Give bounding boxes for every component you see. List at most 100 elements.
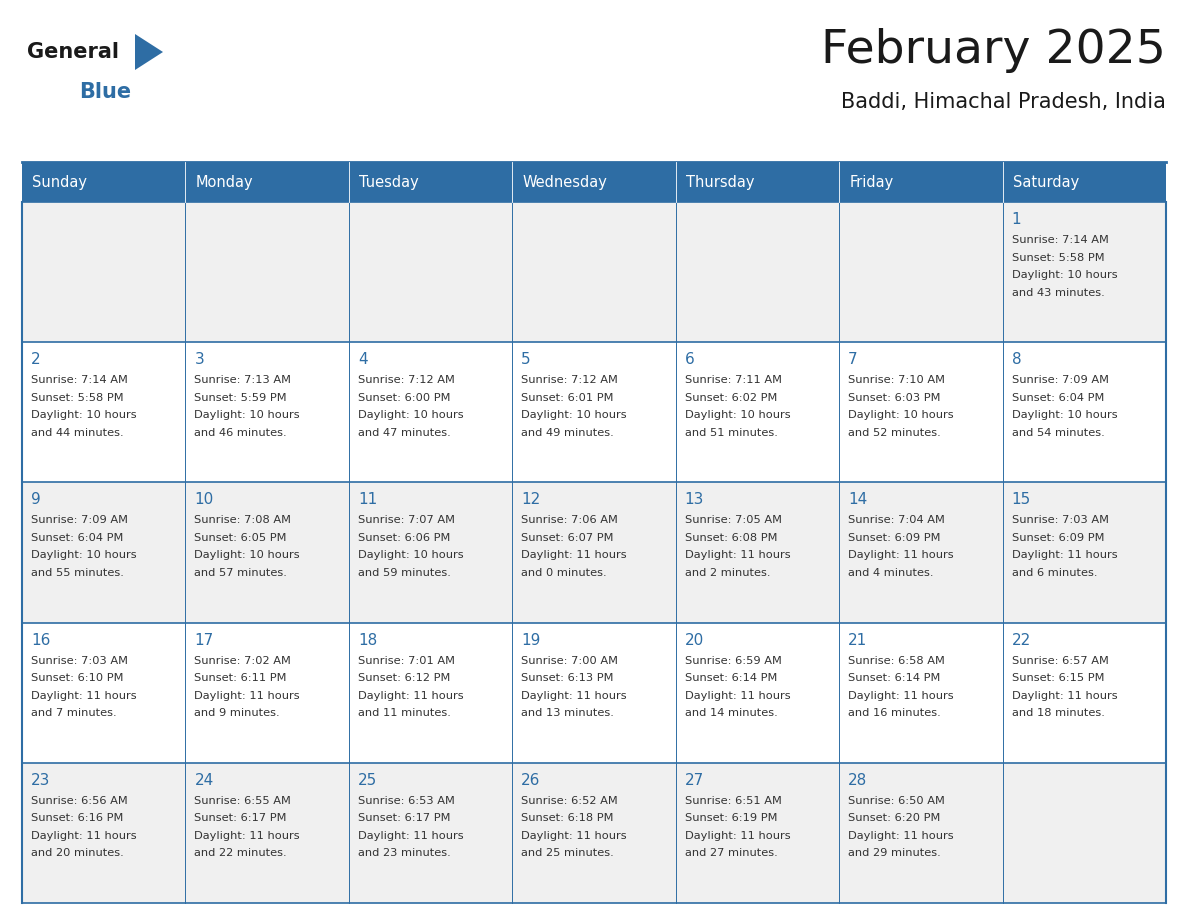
Text: 9: 9 — [31, 492, 40, 508]
Text: Sunset: 5:58 PM: Sunset: 5:58 PM — [31, 393, 124, 403]
Text: Sunday: Sunday — [32, 174, 87, 189]
Text: Daylight: 11 hours: Daylight: 11 hours — [522, 831, 627, 841]
Text: Daylight: 11 hours: Daylight: 11 hours — [522, 551, 627, 560]
Text: Sunrise: 6:56 AM: Sunrise: 6:56 AM — [31, 796, 128, 806]
Text: and 51 minutes.: and 51 minutes. — [684, 428, 778, 438]
Text: and 6 minutes.: and 6 minutes. — [1011, 568, 1097, 578]
Text: Sunrise: 7:12 AM: Sunrise: 7:12 AM — [358, 375, 455, 386]
Text: Sunset: 6:17 PM: Sunset: 6:17 PM — [358, 813, 450, 823]
Text: 14: 14 — [848, 492, 867, 508]
Text: Friday: Friday — [849, 174, 893, 189]
Text: and 52 minutes.: and 52 minutes. — [848, 428, 941, 438]
Text: Daylight: 10 hours: Daylight: 10 hours — [195, 410, 301, 420]
Text: Sunset: 6:07 PM: Sunset: 6:07 PM — [522, 533, 614, 543]
Text: Daylight: 10 hours: Daylight: 10 hours — [1011, 410, 1117, 420]
Bar — [23, 622, 1165, 763]
Text: Daylight: 11 hours: Daylight: 11 hours — [195, 831, 301, 841]
Text: Sunrise: 6:53 AM: Sunrise: 6:53 AM — [358, 796, 455, 806]
Text: Sunset: 6:12 PM: Sunset: 6:12 PM — [358, 673, 450, 683]
Text: Sunset: 6:18 PM: Sunset: 6:18 PM — [522, 813, 614, 823]
Text: and 29 minutes.: and 29 minutes. — [848, 848, 941, 858]
Text: Sunset: 6:08 PM: Sunset: 6:08 PM — [684, 533, 777, 543]
Text: 10: 10 — [195, 492, 214, 508]
Text: Sunset: 6:09 PM: Sunset: 6:09 PM — [848, 533, 941, 543]
Text: 26: 26 — [522, 773, 541, 788]
Text: Daylight: 11 hours: Daylight: 11 hours — [31, 831, 137, 841]
Text: 27: 27 — [684, 773, 704, 788]
Text: Daylight: 11 hours: Daylight: 11 hours — [684, 551, 790, 560]
Bar — [839, 162, 1003, 202]
Text: Sunset: 6:04 PM: Sunset: 6:04 PM — [31, 533, 124, 543]
Text: Daylight: 11 hours: Daylight: 11 hours — [358, 690, 463, 700]
Text: Daylight: 11 hours: Daylight: 11 hours — [358, 831, 463, 841]
Text: Daylight: 10 hours: Daylight: 10 hours — [522, 410, 627, 420]
Text: Sunset: 6:15 PM: Sunset: 6:15 PM — [1011, 673, 1104, 683]
Text: 13: 13 — [684, 492, 704, 508]
Text: and 2 minutes.: and 2 minutes. — [684, 568, 770, 578]
Text: 22: 22 — [1011, 633, 1031, 647]
Text: and 9 minutes.: and 9 minutes. — [195, 708, 280, 718]
Text: Sunrise: 7:10 AM: Sunrise: 7:10 AM — [848, 375, 946, 386]
Text: Sunset: 6:19 PM: Sunset: 6:19 PM — [684, 813, 777, 823]
Text: Sunrise: 7:14 AM: Sunrise: 7:14 AM — [1011, 235, 1108, 245]
Bar — [23, 162, 185, 202]
Text: and 25 minutes.: and 25 minutes. — [522, 848, 614, 858]
Text: Daylight: 10 hours: Daylight: 10 hours — [31, 551, 137, 560]
Text: Baddi, Himachal Pradesh, India: Baddi, Himachal Pradesh, India — [841, 92, 1165, 112]
Text: and 13 minutes.: and 13 minutes. — [522, 708, 614, 718]
Text: and 18 minutes.: and 18 minutes. — [1011, 708, 1105, 718]
Text: Daylight: 10 hours: Daylight: 10 hours — [31, 410, 137, 420]
Text: Sunrise: 6:59 AM: Sunrise: 6:59 AM — [684, 655, 782, 666]
Text: 11: 11 — [358, 492, 377, 508]
Text: Daylight: 10 hours: Daylight: 10 hours — [848, 410, 954, 420]
Text: 21: 21 — [848, 633, 867, 647]
Text: Thursday: Thursday — [685, 174, 754, 189]
Text: and 23 minutes.: and 23 minutes. — [358, 848, 450, 858]
Text: Sunset: 6:20 PM: Sunset: 6:20 PM — [848, 813, 941, 823]
Text: Sunrise: 7:09 AM: Sunrise: 7:09 AM — [1011, 375, 1108, 386]
Text: Sunrise: 7:03 AM: Sunrise: 7:03 AM — [31, 655, 128, 666]
Text: Sunrise: 7:01 AM: Sunrise: 7:01 AM — [358, 655, 455, 666]
Text: 4: 4 — [358, 353, 367, 367]
Bar — [185, 162, 349, 202]
Text: 16: 16 — [31, 633, 50, 647]
Text: 5: 5 — [522, 353, 531, 367]
Text: 24: 24 — [195, 773, 214, 788]
Text: Sunrise: 6:55 AM: Sunrise: 6:55 AM — [195, 796, 291, 806]
Text: Daylight: 11 hours: Daylight: 11 hours — [1011, 551, 1117, 560]
Text: and 57 minutes.: and 57 minutes. — [195, 568, 287, 578]
Text: Sunset: 6:09 PM: Sunset: 6:09 PM — [1011, 533, 1104, 543]
Text: 7: 7 — [848, 353, 858, 367]
Text: 25: 25 — [358, 773, 377, 788]
Text: Sunrise: 6:50 AM: Sunrise: 6:50 AM — [848, 796, 944, 806]
Text: Daylight: 11 hours: Daylight: 11 hours — [684, 831, 790, 841]
Text: Sunrise: 7:00 AM: Sunrise: 7:00 AM — [522, 655, 618, 666]
Text: 3: 3 — [195, 353, 204, 367]
Bar — [23, 342, 1165, 482]
Text: Sunrise: 7:14 AM: Sunrise: 7:14 AM — [31, 375, 128, 386]
Text: and 4 minutes.: and 4 minutes. — [848, 568, 934, 578]
Text: Sunrise: 7:12 AM: Sunrise: 7:12 AM — [522, 375, 618, 386]
Text: and 54 minutes.: and 54 minutes. — [1011, 428, 1105, 438]
Text: Sunset: 6:10 PM: Sunset: 6:10 PM — [31, 673, 124, 683]
Text: and 44 minutes.: and 44 minutes. — [31, 428, 124, 438]
Text: 20: 20 — [684, 633, 704, 647]
Text: Sunset: 6:00 PM: Sunset: 6:00 PM — [358, 393, 450, 403]
Text: and 47 minutes.: and 47 minutes. — [358, 428, 450, 438]
Text: Monday: Monday — [196, 174, 253, 189]
Text: Sunset: 6:04 PM: Sunset: 6:04 PM — [1011, 393, 1104, 403]
Text: Sunrise: 7:07 AM: Sunrise: 7:07 AM — [358, 515, 455, 525]
Text: and 55 minutes.: and 55 minutes. — [31, 568, 124, 578]
Text: Sunset: 6:03 PM: Sunset: 6:03 PM — [848, 393, 941, 403]
Text: 15: 15 — [1011, 492, 1031, 508]
Text: Sunrise: 7:09 AM: Sunrise: 7:09 AM — [31, 515, 128, 525]
Text: 1: 1 — [1011, 212, 1022, 227]
Bar — [23, 202, 1165, 342]
Text: Daylight: 10 hours: Daylight: 10 hours — [358, 410, 463, 420]
Text: 6: 6 — [684, 353, 695, 367]
Text: Sunrise: 7:02 AM: Sunrise: 7:02 AM — [195, 655, 291, 666]
Text: Sunset: 6:11 PM: Sunset: 6:11 PM — [195, 673, 287, 683]
Text: Sunset: 6:17 PM: Sunset: 6:17 PM — [195, 813, 287, 823]
Text: Sunset: 5:58 PM: Sunset: 5:58 PM — [1011, 252, 1104, 263]
Bar — [349, 162, 512, 202]
